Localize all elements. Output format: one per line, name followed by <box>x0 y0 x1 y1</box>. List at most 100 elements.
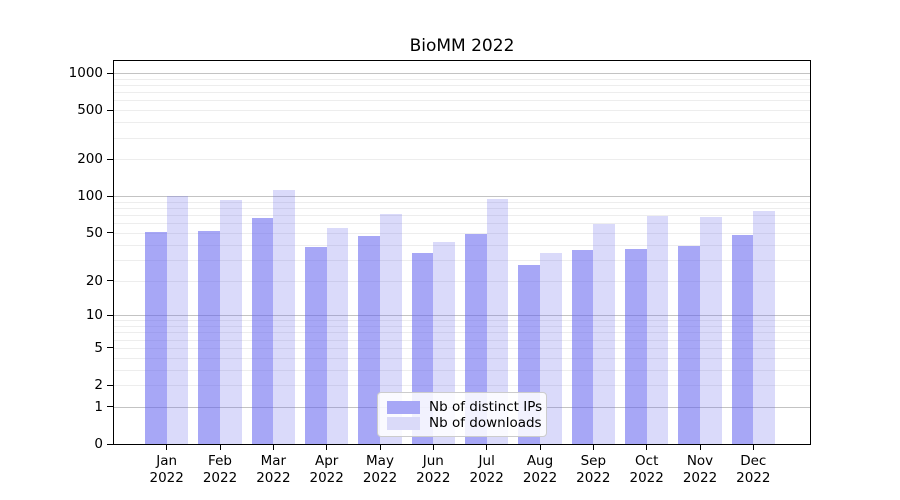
x-axis-tick-label: Apr 2022 <box>297 453 357 487</box>
y-axis-tick-label: 2 <box>94 377 103 393</box>
major-gridline <box>114 196 810 198</box>
bar-sep-downloads <box>593 224 616 444</box>
x-tick-year: 2022 <box>576 470 611 486</box>
y-axis-tick <box>107 232 113 234</box>
x-axis-tick-label: Aug 2022 <box>510 453 570 487</box>
x-tick-month: Apr <box>315 453 339 469</box>
x-tick-month: Mar <box>260 453 287 469</box>
x-tick-month: May <box>366 453 394 469</box>
legend-label: Nb of distinct IPs <box>429 399 543 415</box>
y-axis-tick-label: 1000 <box>68 65 103 81</box>
x-tick-month: Oct <box>635 453 659 469</box>
minor-gridline <box>114 110 810 112</box>
x-tick-month: Aug <box>526 453 554 469</box>
bar-apr-distinct-ips <box>304 247 327 444</box>
bar-may-distinct-ips <box>358 236 380 444</box>
minor-gridline <box>114 320 810 322</box>
plot-area: Nb of distinct IPs Nb of downloads <box>113 60 811 445</box>
y-axis-tick-label: 50 <box>85 224 103 241</box>
y-axis-tick <box>107 384 113 386</box>
x-axis-tick <box>432 444 434 450</box>
x-axis-tick <box>486 444 488 450</box>
chart-title: BioMM 2022 <box>409 36 515 56</box>
minor-gridline <box>114 100 810 102</box>
x-axis-tick-label: Sep 2022 <box>563 453 623 487</box>
minor-gridline <box>114 159 810 161</box>
legend: Nb of distinct IPs Nb of downloads <box>377 392 547 437</box>
minor-gridline <box>114 332 810 334</box>
minor-gridline <box>114 137 810 139</box>
bar-jul-downloads <box>486 199 509 444</box>
minor-gridline <box>114 259 810 261</box>
x-tick-month: Dec <box>740 453 767 469</box>
x-tick-year: 2022 <box>309 470 344 486</box>
legend-swatch-distinct-ips <box>387 400 420 414</box>
bar-feb-distinct-ips <box>198 230 220 444</box>
x-axis-tick-label: Mar 2022 <box>243 453 303 487</box>
x-tick-year: 2022 <box>416 470 451 486</box>
x-axis-tick <box>592 444 594 450</box>
y-axis-tick-label: 200 <box>77 151 103 168</box>
bar-mar-downloads <box>273 189 296 444</box>
y-axis-tick <box>107 195 113 197</box>
y-axis-tick <box>107 314 113 316</box>
x-axis-tick <box>699 444 701 450</box>
y-axis-tick-label: 10 <box>85 307 103 324</box>
bar-sep-distinct-ips <box>571 250 594 444</box>
x-tick-month: Nov <box>686 453 714 469</box>
x-axis-tick <box>166 444 168 450</box>
x-tick-month: Jan <box>156 453 178 469</box>
x-axis-tick-label: Jul 2022 <box>457 453 517 487</box>
bar-nov-downloads <box>700 217 722 444</box>
x-tick-year: 2022 <box>202 470 238 486</box>
minor-gridline <box>114 357 810 359</box>
x-axis-tick-label: May 2022 <box>350 453 410 487</box>
x-tick-month: Jul <box>478 453 495 469</box>
bar-dec-downloads <box>753 211 776 444</box>
x-axis-tick-label: Nov 2022 <box>670 453 730 487</box>
minor-gridline <box>114 78 810 80</box>
y-axis-tick-label: 500 <box>77 102 103 119</box>
y-axis-tick-label: 5 <box>94 339 103 356</box>
minor-gridline <box>114 223 810 225</box>
x-tick-year: 2022 <box>469 470 504 486</box>
minor-gridline <box>114 84 810 86</box>
y-axis-tick <box>107 406 113 408</box>
legend-swatch-downloads <box>387 416 420 430</box>
bar-dec-distinct-ips <box>731 235 754 444</box>
bar-jan-downloads <box>166 195 189 444</box>
x-tick-month: Sep <box>580 453 607 469</box>
y-axis-tick-label: 0 <box>94 436 103 452</box>
minor-gridline <box>114 347 810 349</box>
bar-feb-downloads <box>220 200 242 444</box>
legend-item: Nb of distinct IPs <box>387 399 542 415</box>
x-tick-year: 2022 <box>362 470 398 486</box>
x-axis-tick-label: Oct 2022 <box>617 453 677 487</box>
minor-gridline <box>114 339 810 341</box>
x-tick-month: Jun <box>422 453 444 469</box>
x-tick-month: Feb <box>208 453 232 469</box>
y-axis-tick-label: 100 <box>77 188 103 205</box>
x-axis-tick <box>539 444 541 450</box>
legend-item: Nb of downloads <box>387 415 542 431</box>
x-axis-tick <box>326 444 328 450</box>
y-axis-tick <box>107 443 113 445</box>
minor-gridline <box>114 201 810 203</box>
bar-jan-distinct-ips <box>144 231 167 444</box>
x-tick-year: 2022 <box>629 470 664 486</box>
bar-oct-distinct-ips <box>624 248 647 444</box>
major-gridline <box>114 315 810 317</box>
x-axis-tick <box>646 444 648 450</box>
minor-gridline <box>114 385 810 386</box>
bar-may-downloads <box>380 214 402 444</box>
x-axis-tick-label: Feb 2022 <box>190 453 250 487</box>
minor-gridline <box>114 215 810 217</box>
y-axis-tick <box>107 109 113 111</box>
x-axis-tick <box>379 444 381 450</box>
legend-label: Nb of downloads <box>429 415 542 431</box>
minor-gridline <box>114 232 810 234</box>
x-axis-tick-label: Jan 2022 <box>137 453 197 487</box>
bar-apr-downloads <box>326 227 349 444</box>
x-axis-tick <box>752 444 754 450</box>
